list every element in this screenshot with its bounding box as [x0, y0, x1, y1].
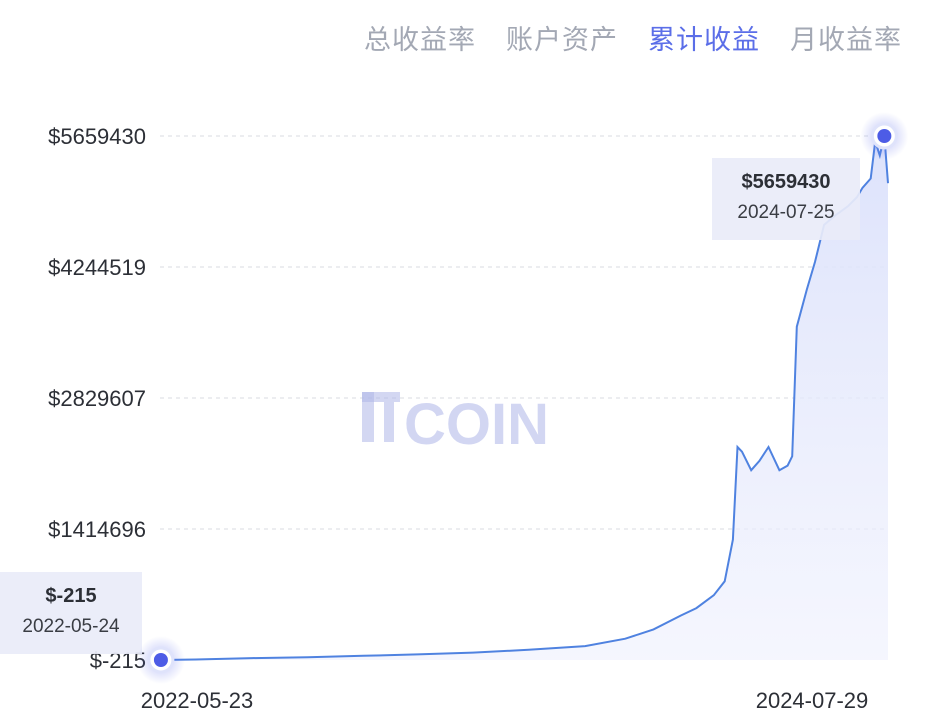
tooltip-box — [712, 158, 860, 240]
tooltip-value: $-215 — [45, 585, 96, 607]
tooltip-value: $5659430 — [742, 171, 831, 193]
x-tick-label: 2022-05-23 — [141, 688, 254, 713]
y-tick-label: $2829607 — [48, 386, 146, 411]
series-line — [159, 135, 889, 661]
chart-tabs: 总收益率 账户资产 累计收益 月收益率 — [364, 18, 902, 57]
tab-account-assets[interactable]: 账户资产 — [506, 25, 618, 56]
x-tick-label: 2024-07-29 — [756, 688, 869, 713]
area-fill — [160, 136, 888, 660]
tab-monthly-return-rate[interactable]: 月收益率 — [790, 25, 902, 56]
watermark-text: COIN — [404, 392, 549, 457]
tooltip-date: 2022-05-24 — [22, 616, 120, 637]
data-point-marker — [153, 653, 168, 667]
y-axis-ticks: $-215 $1414696 $2829607 $4244519 $5659430 — [48, 124, 146, 673]
data-point-marker — [877, 129, 892, 143]
x-axis-ticks: 2022-05-23 2024-07-29 — [141, 688, 869, 713]
y-tick-label: $1414696 — [48, 517, 146, 542]
tab-total-return-rate[interactable]: 总收益率 — [364, 25, 476, 56]
tooltip-box — [0, 572, 142, 654]
grid-lines — [160, 135, 888, 530]
watermark: COIN — [362, 392, 549, 457]
tab-cumulative-earnings[interactable]: 累计收益 — [648, 25, 760, 56]
y-tick-label: $4244519 — [48, 255, 146, 280]
tooltip-date: 2024-07-25 — [737, 202, 834, 223]
annotations: $5659430 2024-07-25 $-215 2022-05-24 — [0, 112, 909, 684]
y-tick-label: $5659430 — [48, 124, 146, 149]
